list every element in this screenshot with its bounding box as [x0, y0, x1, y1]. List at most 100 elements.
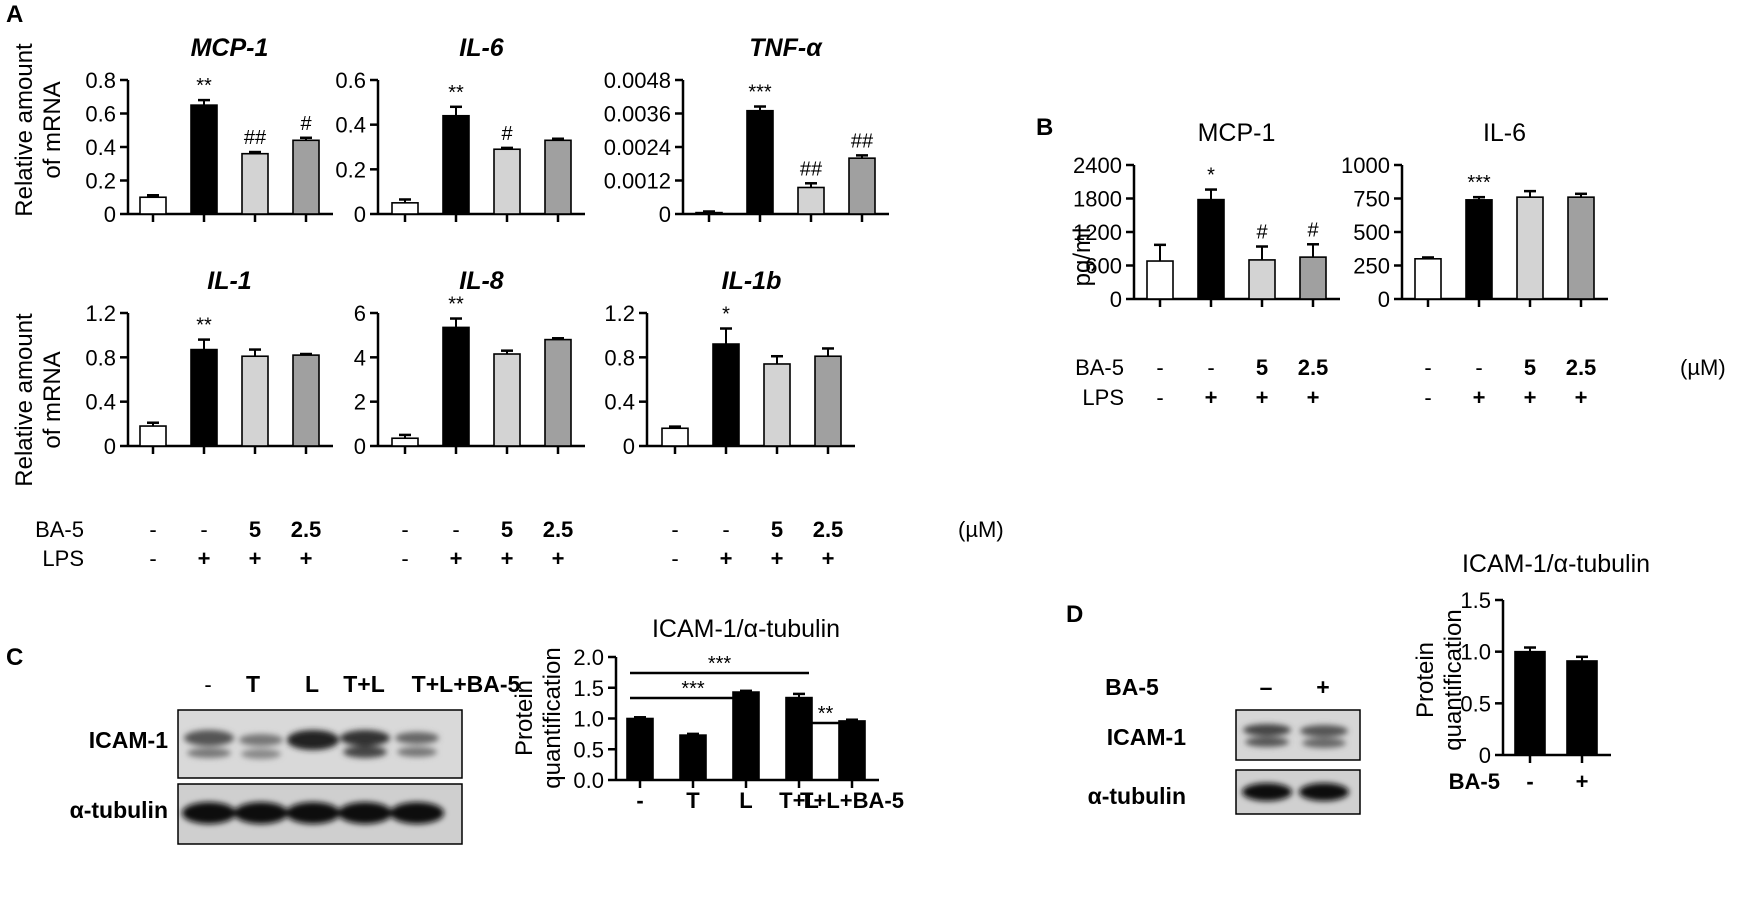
blot-c-band	[338, 802, 392, 824]
panel-label-a: A	[6, 1, 23, 28]
b-lps-value: +	[1524, 385, 1537, 410]
y-tick-label: 0	[354, 434, 366, 459]
y-axis-label: quantification	[539, 647, 566, 788]
y-tick-label: 1800	[1073, 187, 1122, 212]
significance-label: *	[722, 304, 730, 326]
bar	[626, 717, 654, 781]
bar	[1299, 256, 1327, 300]
chart-a-il6: IL-6 0 0.2 0.4 0.6 ** #	[335, 34, 585, 227]
significance-label: #	[300, 113, 312, 135]
b-ba5-value: 5	[1524, 355, 1536, 380]
chart-title: IL-1b	[722, 267, 782, 295]
bar	[493, 353, 521, 447]
comparison-label: ***	[681, 678, 705, 700]
blot-d-band	[1243, 724, 1291, 736]
bar	[679, 734, 707, 781]
blot-c-lane-label: T+L	[343, 671, 385, 697]
y-tick-label: 600	[1085, 254, 1122, 279]
bar	[493, 148, 521, 215]
b-row-label-ba5: BA-5	[1075, 355, 1124, 380]
y-tick-label: 0.2	[335, 157, 366, 182]
x-category-label: T+L	[779, 788, 819, 813]
b-lps-value: +	[1473, 385, 1486, 410]
y-tick-label: 1.5	[1460, 588, 1491, 613]
chart-title: MCP-1	[1198, 119, 1276, 147]
a-ba5-value: -	[671, 517, 678, 542]
blot-c-band	[187, 748, 231, 758]
y-tick-label: 0	[1479, 743, 1491, 768]
a-ba5-value: 5	[501, 517, 513, 542]
y-tick-label: 0	[104, 202, 116, 227]
a-ba5-value: -	[149, 517, 156, 542]
bar	[1567, 196, 1595, 300]
chart-title: IL-6	[1483, 119, 1526, 147]
blot-c-band	[397, 747, 437, 757]
a-top-ylabel-line1: Relative amount	[11, 43, 38, 217]
chart-title: MCP-1	[191, 34, 269, 62]
b-ba5-value: -	[1475, 355, 1482, 380]
y-axis-label: Protein	[511, 680, 538, 756]
bar	[732, 691, 760, 781]
bar	[292, 354, 320, 447]
bar	[1146, 260, 1174, 300]
blot-d-row-label: ICAM-1	[1107, 724, 1186, 750]
y-tick-label: 0.4	[85, 390, 116, 415]
a-ba5-value: -	[200, 517, 207, 542]
y-axis-label: Protein	[1412, 642, 1439, 718]
significance-label: ##	[800, 158, 823, 180]
blot-c: - T L T+L T+L+BA-5 ICAM-1 α-tubulin	[70, 671, 521, 845]
a-treatment-rows: BA-5 LPS (µM) - - - +5 +2.5 + - - - +5 +2.5 + - - - +5 +…	[35, 517, 1004, 571]
y-tick-label: 1.0	[1460, 640, 1491, 665]
chart-b-mcp1: MCP-1 0 600 1200 1800 2400 * # #	[1073, 119, 1340, 312]
panel-label-d: D	[1066, 601, 1083, 628]
y-tick-label: 6	[354, 301, 366, 326]
y-tick-label: 0.6	[335, 68, 366, 93]
blot-d: BA-5 – + ICAM-1 α-tubulin	[1088, 674, 1361, 815]
significance-label: #	[1256, 222, 1268, 244]
x-category-label: T	[686, 788, 700, 813]
bar	[292, 139, 320, 215]
significance-label: ***	[748, 82, 772, 104]
bar	[838, 720, 866, 781]
a-lps-value: +	[501, 546, 514, 571]
y-tick-label: 1200	[1073, 220, 1122, 245]
a-ba5-value: 2.5	[543, 517, 574, 542]
blot-c-band	[287, 730, 339, 750]
b-lps-value: +	[1256, 385, 1269, 410]
y-tick-label: 0.8	[85, 345, 116, 370]
bar	[1514, 650, 1546, 756]
a-lps-value: -	[149, 546, 156, 571]
bar	[814, 355, 842, 447]
bar	[1197, 198, 1225, 300]
a-ba5-value: -	[401, 517, 408, 542]
b-ba5-value: 5	[1256, 355, 1268, 380]
bar	[391, 202, 419, 215]
bar	[712, 343, 740, 447]
comparison-label: ***	[708, 653, 732, 675]
y-tick-label: 0.2	[85, 169, 116, 194]
a-lps-value: +	[720, 546, 733, 571]
blot-c-row-label: ICAM-1	[89, 727, 168, 753]
y-tick-label: 2400	[1073, 153, 1122, 178]
bar	[1566, 660, 1598, 756]
a-lps-value: +	[300, 546, 313, 571]
b-ba5-value: -	[1424, 355, 1431, 380]
blot-d-band	[1302, 738, 1346, 748]
significance-label: **	[196, 75, 212, 97]
y-tick-label: 250	[1353, 254, 1390, 279]
blot-c-lane-label: T	[246, 671, 260, 697]
x-category-label: +	[1576, 769, 1589, 794]
b-ba5-value: -	[1156, 355, 1163, 380]
blot-c-band	[343, 746, 387, 758]
blot-c-band	[340, 730, 390, 746]
chart-title: ICAM-1/α-tubulin	[652, 615, 840, 643]
blot-c-band	[286, 802, 340, 824]
blot-c-band	[182, 802, 236, 824]
bar	[190, 104, 218, 215]
bar	[1465, 199, 1493, 300]
y-tick-label: 1000	[1341, 153, 1390, 178]
b-row-label-lps: LPS	[1082, 385, 1124, 410]
chart-title: IL-8	[459, 267, 504, 295]
b-lps-value: -	[1424, 385, 1431, 410]
